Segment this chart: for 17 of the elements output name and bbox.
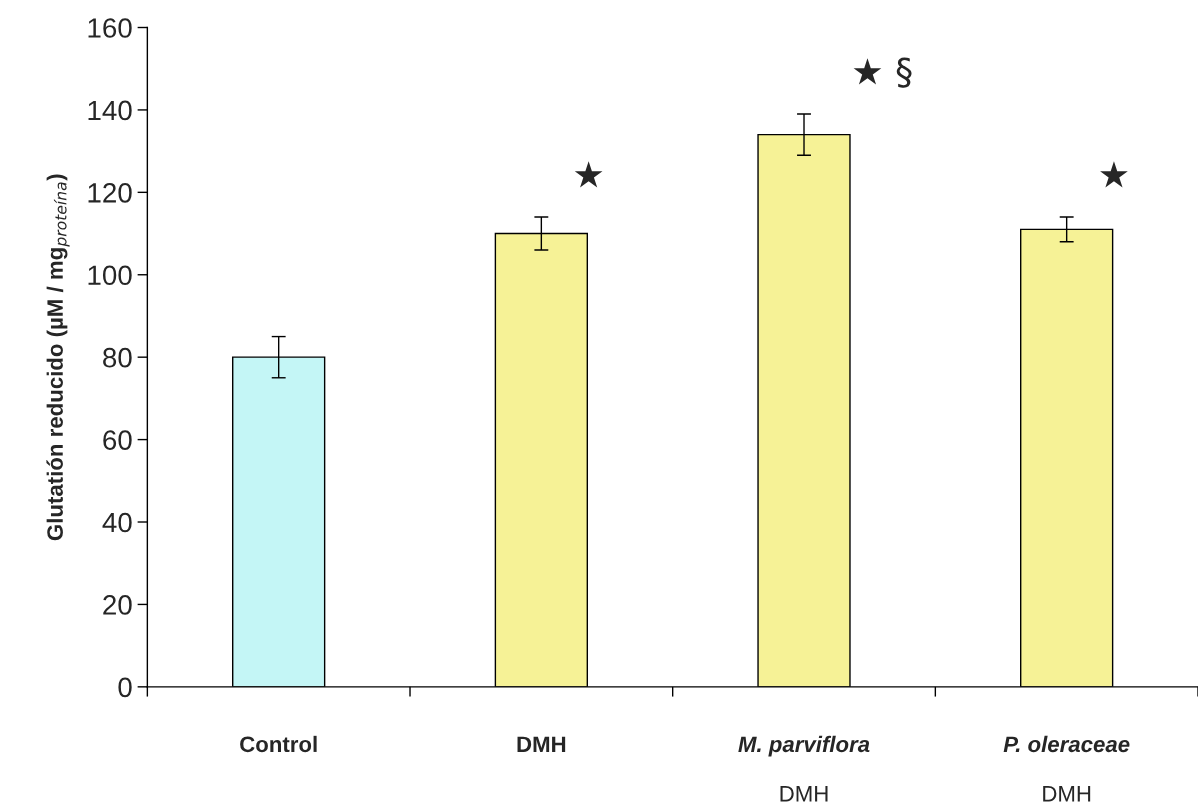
y-tick-label: 100 (88, 265, 132, 286)
annotation: ★ (1100, 161, 1128, 188)
x-tick-label: DMH (517, 736, 566, 752)
y-tick-label: 120 (88, 183, 132, 203)
annotation: ★ § (853, 57, 912, 88)
y-tick-label: 0 (118, 677, 132, 698)
y-tick-label: 40 (102, 512, 132, 533)
y-tick-label: 140 (88, 100, 132, 121)
y-tick-label: 60 (103, 430, 132, 450)
x-tick-label: Control (240, 735, 317, 753)
category-label: M. parviflora DMH (738, 735, 870, 802)
y-tick-label: 80 (103, 347, 132, 368)
category-label: P. oleraceae DMH (1003, 735, 1130, 802)
y-tick-label: 20 (103, 595, 132, 615)
y-tick-label: 160 (88, 18, 132, 38)
y-axis-title: Glutatión reducido (µM / mg$_{proteína}$) (46, 174, 70, 541)
annotation: ★ (574, 161, 603, 188)
